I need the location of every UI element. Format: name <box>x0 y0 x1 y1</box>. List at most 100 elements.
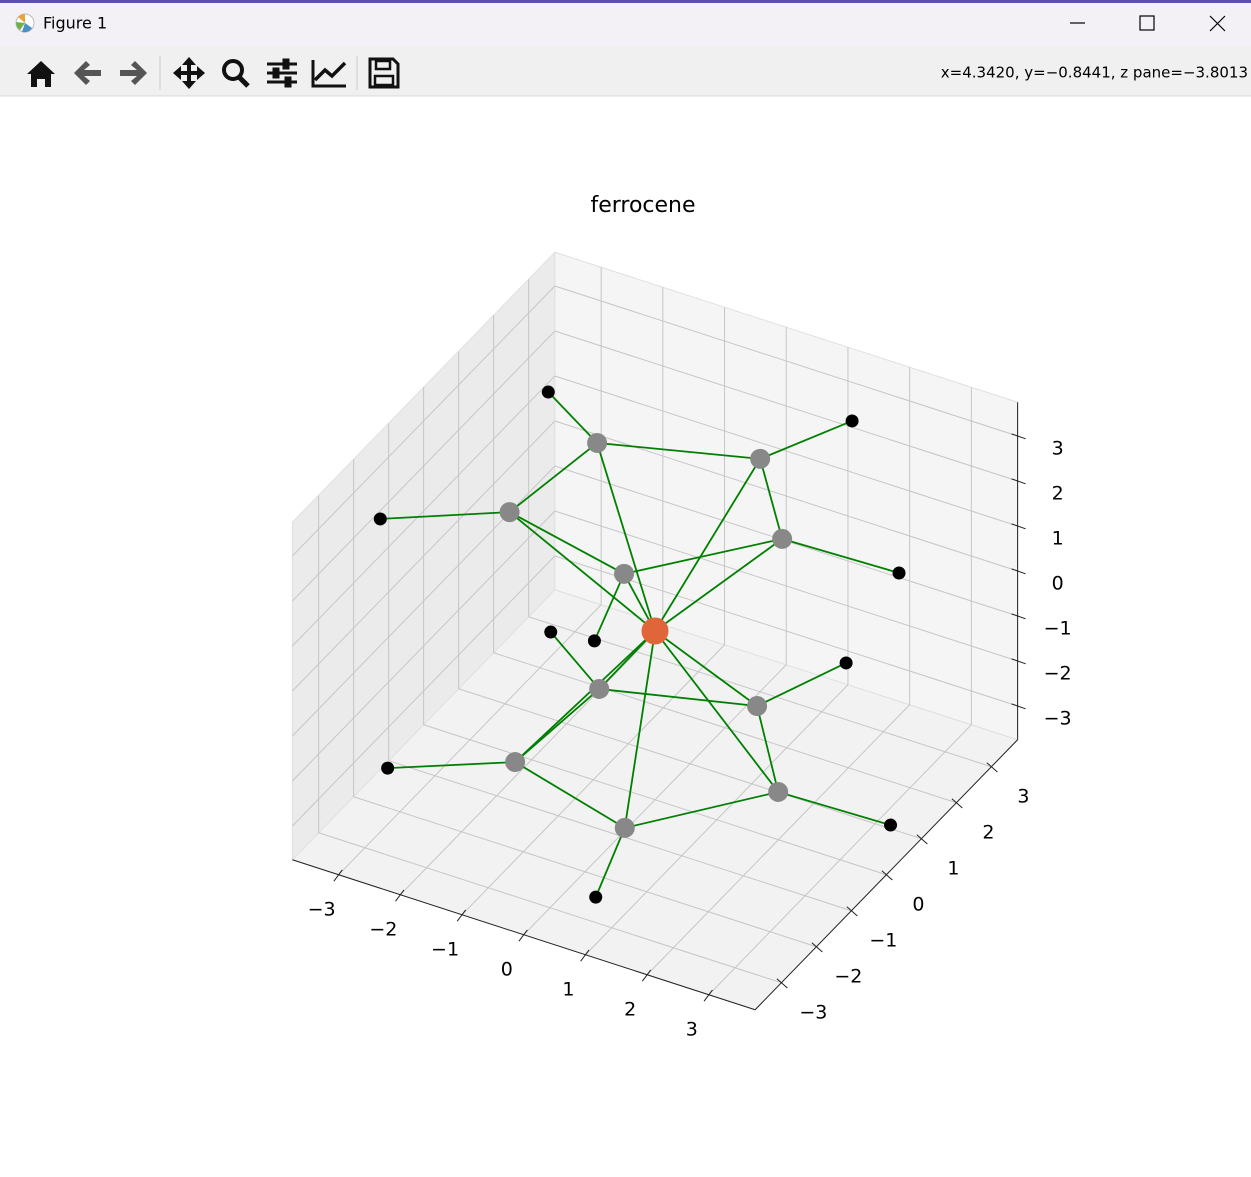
grid-line <box>554 555 1018 707</box>
tick-mark <box>951 798 963 809</box>
bond <box>756 705 780 793</box>
tick-mark <box>333 869 343 882</box>
atom-marker <box>589 890 603 904</box>
tick-mark <box>846 906 858 917</box>
y-tick-label: 0 <box>912 893 924 915</box>
x-tick-label: −3 <box>308 898 336 920</box>
tick-mark <box>1011 658 1026 665</box>
z-tick-label: 0 <box>1052 573 1064 595</box>
tick-mark <box>916 834 928 845</box>
bond <box>756 662 847 707</box>
bond <box>624 791 779 829</box>
bond <box>596 442 656 632</box>
chart-title: ferrocene <box>590 193 695 218</box>
atom-marker <box>772 528 793 549</box>
bond <box>654 630 779 793</box>
title-bar <box>0 3 1251 46</box>
grid-line <box>493 652 957 804</box>
z-tick-label: −2 <box>1044 663 1072 685</box>
save-button[interactable] <box>368 57 400 89</box>
atom-marker <box>614 563 635 584</box>
z-tick-label: −3 <box>1044 708 1072 730</box>
grid-line <box>292 420 556 692</box>
status-text: x=4.3420, y=−0.8441, z pane=−3.8013 <box>941 64 1248 82</box>
close-button[interactable] <box>1209 15 1226 32</box>
grid-line <box>292 510 556 782</box>
atom-marker <box>747 696 768 717</box>
bond <box>654 458 761 632</box>
z-tick-label: 3 <box>1052 438 1064 460</box>
bond <box>623 538 783 575</box>
tick-mark <box>1011 613 1026 620</box>
y-tick-label: 3 <box>1017 785 1029 807</box>
atom-marker <box>544 625 558 639</box>
forward-button[interactable] <box>120 61 147 85</box>
tick-mark <box>1011 703 1026 710</box>
atom-marker <box>884 818 898 832</box>
tick-mark <box>703 989 713 1002</box>
grid-line <box>423 724 887 876</box>
configure-button[interactable] <box>267 58 297 88</box>
z-tick-label: 1 <box>1052 528 1064 550</box>
x-tick-label: 2 <box>624 998 636 1020</box>
home-button[interactable] <box>27 61 55 87</box>
atom-marker <box>892 566 906 580</box>
grid-line <box>554 285 1018 437</box>
grid-line <box>554 510 1018 662</box>
grid-line <box>292 375 556 647</box>
bond <box>759 458 784 540</box>
bond <box>654 630 758 707</box>
bond <box>547 391 598 444</box>
y-tick-label: −1 <box>869 929 897 951</box>
maximize-button[interactable] <box>1139 15 1155 31</box>
tick-mark <box>881 870 893 881</box>
grid-line <box>458 688 922 840</box>
grid-line <box>292 285 556 557</box>
bond <box>514 688 600 763</box>
plot-3d: −3 −2 −1 0 1 2 3 −3 −2 −1 0 1 2 3 −3 −2 −1 0 1 2 3 <box>291 251 1072 1040</box>
x-tick-label: 3 <box>686 1018 698 1040</box>
grid-line <box>353 796 817 948</box>
tick-mark <box>456 909 467 922</box>
y-tick-label: −2 <box>834 965 862 987</box>
atom-marker <box>839 656 853 670</box>
bond <box>550 631 600 690</box>
window-border <box>0 0 1251 3</box>
window-title: Figure 1 <box>43 14 107 33</box>
atom-marker <box>541 385 555 399</box>
y-tick-label: 2 <box>982 821 994 843</box>
atom-marker <box>373 512 387 526</box>
bond <box>759 420 853 460</box>
zoom-button[interactable] <box>222 59 250 88</box>
grid-line <box>528 616 992 768</box>
grid-line <box>318 832 782 984</box>
edit-axes-button[interactable] <box>311 60 347 88</box>
atom-marker <box>499 502 520 523</box>
atom-marker <box>641 617 669 645</box>
z-tick-label: 2 <box>1052 483 1064 505</box>
atom-marker <box>589 678 610 699</box>
x-tick-label: −2 <box>369 918 397 940</box>
atom-marker <box>381 761 395 775</box>
bond <box>599 688 758 707</box>
tick-mark <box>518 929 528 942</box>
toolbar <box>0 46 1251 96</box>
back-button[interactable] <box>74 61 101 85</box>
grid-line <box>554 375 1018 527</box>
atom-marker <box>587 432 608 453</box>
grid-line <box>554 330 1018 482</box>
atom-marker <box>505 752 526 773</box>
y-tick-label: −3 <box>799 1001 827 1023</box>
x-tick-label: 1 <box>562 978 574 1000</box>
tick-mark <box>1011 478 1026 485</box>
grid-line <box>292 555 556 827</box>
bond <box>594 827 626 898</box>
tick-mark <box>776 978 788 989</box>
pan-button[interactable] <box>173 57 205 89</box>
atom-marker <box>587 634 601 648</box>
atom-marker <box>768 781 789 802</box>
bond <box>514 761 626 829</box>
bond <box>509 442 598 513</box>
tick-mark <box>1011 523 1026 530</box>
tick-mark <box>986 762 998 773</box>
